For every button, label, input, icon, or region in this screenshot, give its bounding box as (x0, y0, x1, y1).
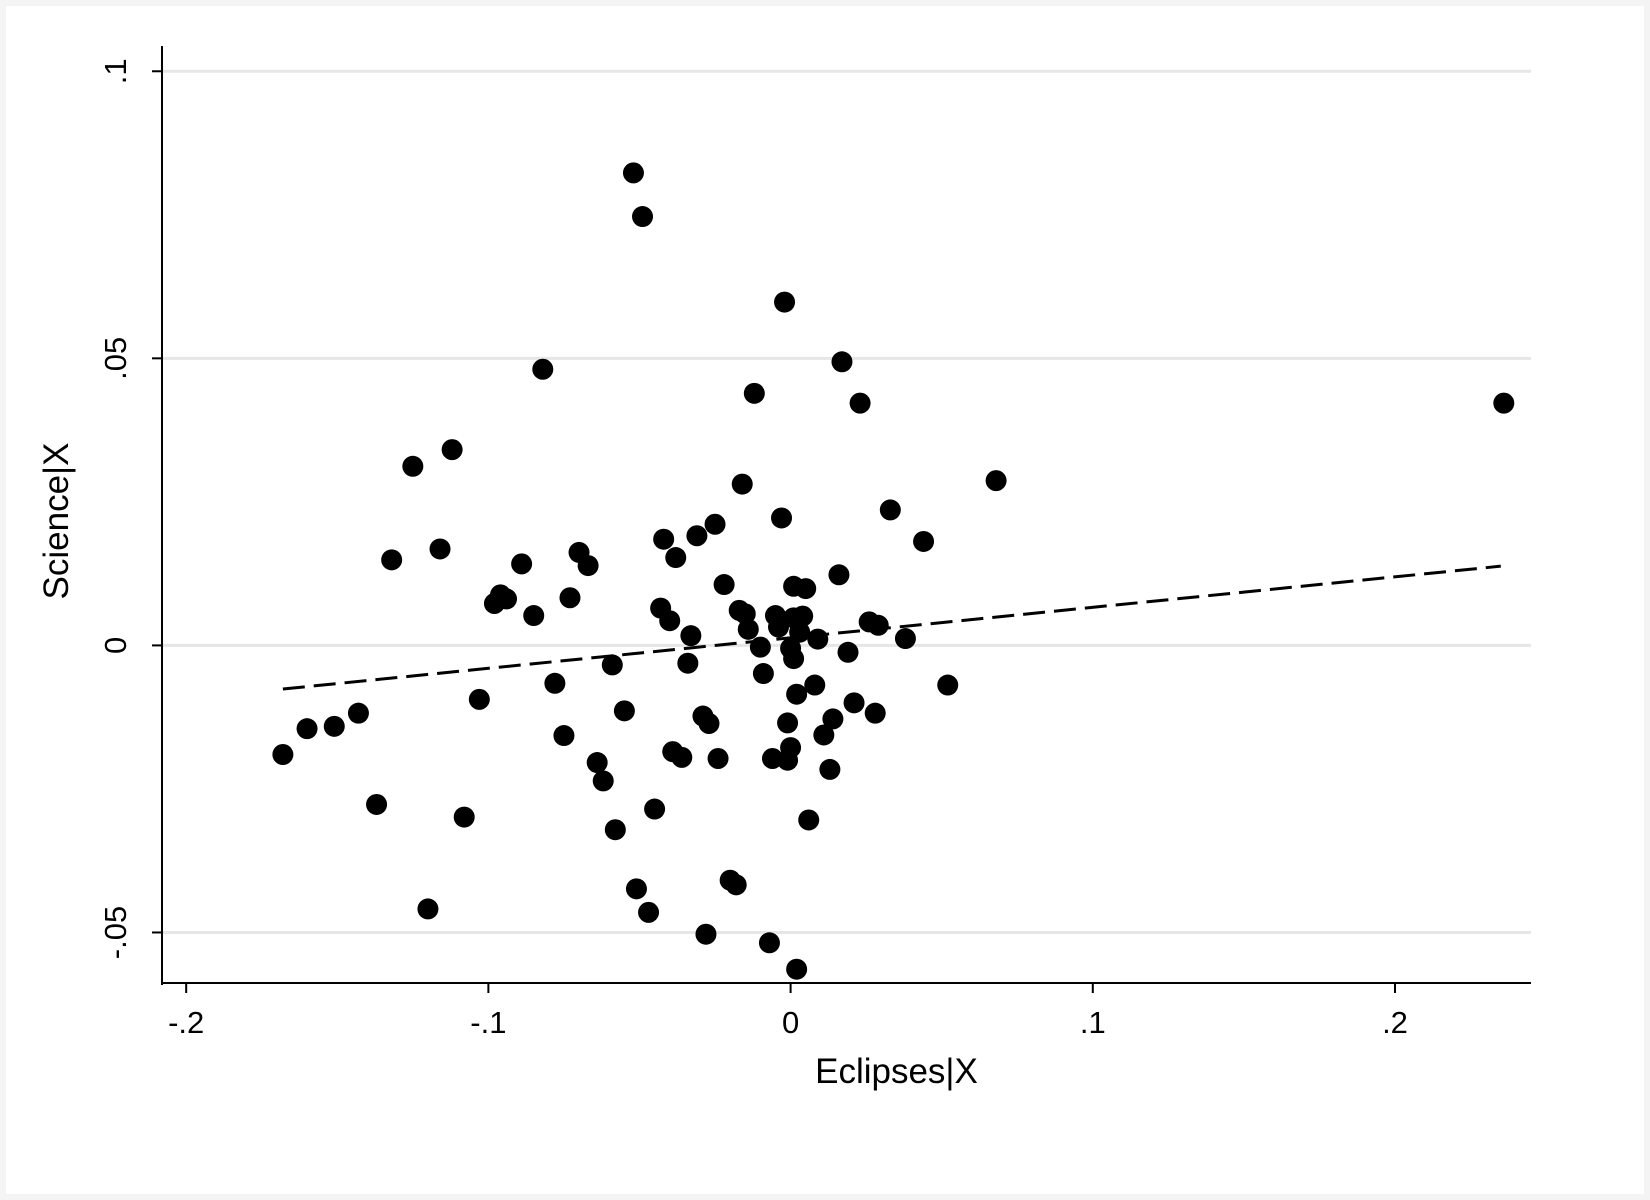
data-point (867, 614, 889, 636)
data-point (296, 718, 318, 740)
data-point (698, 712, 720, 734)
data-point (644, 798, 666, 820)
tick-labels: -.05 0 .05 .1 -.2 -.1 0 .1 .2 (98, 58, 1408, 1040)
y-tick-label: 0 (98, 637, 133, 654)
data-point (807, 628, 829, 650)
y-tick-label: -.05 (98, 906, 133, 959)
data-point (737, 618, 759, 640)
data-point (468, 688, 490, 710)
data-point (496, 588, 518, 610)
data-point (792, 605, 814, 627)
data-point (429, 538, 451, 560)
data-point (417, 898, 439, 920)
data-point (752, 663, 774, 685)
data-point (453, 806, 475, 828)
data-point (758, 932, 780, 954)
data-point (532, 358, 554, 380)
data-point (819, 758, 841, 780)
scatter-plot: -.05 0 .05 .1 -.2 -.1 0 .1 .2 Eclipses|X Science… (37, 46, 1531, 1091)
data-point (402, 455, 424, 477)
data-point (686, 525, 708, 547)
data-point (789, 621, 811, 643)
data-point (768, 616, 790, 638)
data-point (601, 654, 623, 676)
data-point (813, 724, 835, 746)
x-tick-label: -.2 (168, 1005, 204, 1040)
data-point (577, 555, 599, 577)
data-point (665, 547, 687, 569)
data-point (786, 958, 808, 980)
data-point (586, 752, 608, 774)
data-point (366, 793, 388, 815)
data-point (774, 291, 796, 313)
data-point (638, 901, 660, 923)
y-tick-label: .1 (98, 58, 133, 84)
data-point (894, 628, 916, 650)
data-point (837, 641, 859, 663)
data-point (713, 574, 735, 596)
data-point (671, 746, 693, 768)
data-point (743, 382, 765, 404)
data-point (804, 674, 826, 696)
fit-line (282, 564, 1501, 691)
data-point (653, 528, 675, 550)
chart-frame: -.05 0 .05 .1 -.2 -.1 0 .1 .2 Eclipses|X Science… (6, 6, 1644, 1194)
data-point (777, 712, 799, 734)
data-point (559, 587, 581, 609)
data-point (381, 549, 403, 571)
y-tick-label: .05 (98, 337, 133, 380)
data-point (677, 652, 699, 674)
data-point (822, 708, 844, 730)
data-point (347, 702, 369, 724)
data-point (937, 674, 959, 696)
data-point (879, 499, 901, 521)
fit-line-layer (282, 564, 1501, 691)
data-point (441, 439, 463, 461)
x-tick-label: .1 (1080, 1005, 1106, 1040)
data-point (523, 605, 545, 627)
data-point (680, 625, 702, 647)
data-point (707, 748, 729, 770)
data-point (323, 715, 345, 737)
data-point (864, 702, 886, 724)
data-point (913, 530, 935, 552)
x-tick-label: -.1 (470, 1005, 506, 1040)
data-point (771, 507, 793, 529)
data-point (613, 700, 635, 722)
data-point (795, 578, 817, 600)
data-point (272, 743, 294, 765)
data-points (272, 162, 1515, 980)
data-point (659, 610, 681, 632)
data-point (1493, 392, 1515, 414)
data-point (511, 553, 533, 575)
data-point (798, 809, 820, 831)
x-tick-label: 0 (782, 1005, 799, 1040)
axes (152, 46, 1531, 993)
data-point (632, 206, 654, 228)
data-point (749, 636, 771, 658)
data-point (831, 351, 853, 373)
data-point (843, 692, 865, 714)
data-point (780, 737, 802, 759)
x-tick-label: .2 (1382, 1005, 1408, 1040)
data-point (553, 725, 575, 747)
data-point (731, 473, 753, 495)
data-point (592, 770, 614, 792)
data-point (704, 513, 726, 535)
data-point (695, 923, 717, 945)
data-point (783, 648, 805, 670)
data-point (828, 564, 850, 586)
data-point (985, 470, 1007, 492)
data-point (725, 874, 747, 896)
data-point (622, 162, 644, 184)
data-point (849, 392, 871, 414)
data-point (544, 672, 566, 694)
x-axis-title: Eclipses|X (815, 1052, 978, 1091)
data-point (786, 683, 808, 705)
y-axis-title: Science|X (37, 443, 76, 600)
data-point (625, 878, 647, 900)
data-point (604, 819, 626, 841)
